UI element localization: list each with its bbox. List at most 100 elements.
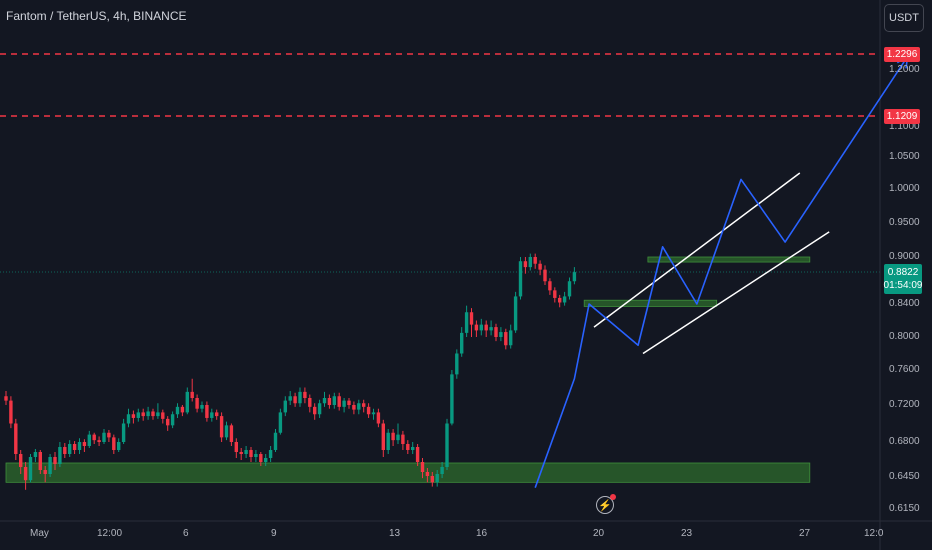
candles bbox=[4, 253, 577, 490]
time-tick: 27 bbox=[799, 528, 811, 539]
currency-button[interactable]: USDT bbox=[884, 4, 924, 32]
candle-body bbox=[562, 296, 567, 303]
candle-body bbox=[371, 412, 376, 415]
time-tick: 12:00 bbox=[97, 528, 123, 539]
channel-lines[interactable] bbox=[593, 172, 830, 355]
candle-body bbox=[58, 447, 62, 464]
time-tick: May bbox=[30, 528, 49, 539]
candle-body bbox=[406, 444, 410, 450]
time-tick: 20 bbox=[593, 528, 605, 539]
candle-body bbox=[553, 290, 557, 298]
candle-body bbox=[23, 467, 28, 481]
price-tick: 1.2000 bbox=[889, 64, 920, 75]
candle-body bbox=[107, 432, 111, 438]
candle-body bbox=[494, 327, 498, 337]
candle-body bbox=[401, 434, 405, 444]
candle-body bbox=[543, 269, 547, 282]
candle-body bbox=[166, 418, 170, 426]
candle-body bbox=[121, 423, 126, 442]
candle-body bbox=[4, 396, 8, 401]
candle-body bbox=[224, 425, 229, 438]
candle-body bbox=[464, 312, 469, 333]
time-tick: 9 bbox=[271, 528, 277, 539]
candle-body bbox=[278, 412, 283, 433]
price-tick: 0.6450 bbox=[889, 471, 920, 482]
candle-body bbox=[460, 332, 464, 354]
channel-line-1 bbox=[593, 172, 801, 328]
support-zones[interactable] bbox=[5, 256, 811, 483]
candle-body bbox=[205, 405, 209, 418]
price-tick: 1.1000 bbox=[889, 121, 920, 132]
candle-body bbox=[411, 447, 415, 450]
symbol-title: Fantom / TetherUS, 4h, BINANCE bbox=[6, 9, 187, 23]
bar-countdown: 01:54:09 bbox=[883, 280, 923, 291]
candle-body bbox=[484, 324, 488, 331]
candle-body bbox=[210, 412, 214, 418]
notification-dot bbox=[610, 494, 616, 500]
candle-body bbox=[415, 447, 420, 462]
candle-body bbox=[528, 257, 532, 268]
candle-body bbox=[190, 391, 194, 398]
candle-body bbox=[215, 412, 219, 417]
candle-body bbox=[72, 444, 77, 450]
candle-body bbox=[63, 447, 67, 454]
candle-body bbox=[474, 324, 479, 331]
candle-body bbox=[38, 452, 42, 470]
candle-body bbox=[87, 434, 91, 446]
candle-body bbox=[264, 458, 268, 462]
candle-body bbox=[308, 398, 312, 407]
candle-body bbox=[131, 414, 136, 418]
level-tag-1: 1.2296 bbox=[884, 47, 920, 62]
candle-body bbox=[396, 434, 400, 441]
candle-body bbox=[518, 261, 523, 297]
candle-body bbox=[322, 398, 327, 404]
zone-1 bbox=[5, 462, 811, 483]
candle-body bbox=[450, 374, 454, 424]
candle-body bbox=[195, 398, 199, 409]
candle-body bbox=[92, 434, 96, 441]
candle-body bbox=[513, 296, 518, 331]
candle-body bbox=[337, 396, 341, 407]
candle-body bbox=[558, 297, 562, 303]
event-icon[interactable]: ⚡ bbox=[596, 494, 616, 514]
candle-body bbox=[317, 403, 322, 415]
candle-body bbox=[381, 423, 385, 450]
candle-body bbox=[469, 312, 474, 325]
candle-body bbox=[273, 432, 278, 450]
candle-body bbox=[219, 416, 224, 438]
candle-body bbox=[97, 440, 101, 442]
candle-body bbox=[77, 442, 82, 450]
channel-line-2 bbox=[642, 231, 830, 355]
current-price-tag: 0.8822 01:54:09 bbox=[884, 264, 922, 294]
candle-body bbox=[288, 396, 292, 401]
candle-body bbox=[499, 332, 503, 337]
candle-body bbox=[68, 444, 72, 454]
candle-body bbox=[391, 432, 395, 441]
time-tick: 6 bbox=[183, 528, 189, 539]
candle-body bbox=[151, 411, 155, 417]
candle-body bbox=[572, 272, 577, 282]
candle-body bbox=[259, 454, 263, 462]
candle-body bbox=[112, 437, 116, 450]
candle-body bbox=[445, 423, 449, 467]
candle-body bbox=[347, 400, 351, 405]
candle-body bbox=[161, 412, 165, 419]
candle-body bbox=[509, 330, 513, 346]
candle-body bbox=[19, 454, 23, 467]
candle-body bbox=[332, 396, 336, 405]
candle-body bbox=[293, 396, 297, 404]
candle-body bbox=[362, 403, 366, 407]
candle-body bbox=[9, 400, 13, 424]
candle-body bbox=[440, 467, 444, 474]
candle-body bbox=[425, 472, 430, 476]
candle-body bbox=[28, 457, 33, 481]
horizontal-levels[interactable] bbox=[0, 53, 880, 117]
candle-body bbox=[82, 442, 87, 446]
candle-body bbox=[479, 324, 483, 331]
price-tick: 0.6150 bbox=[889, 503, 920, 514]
candle-body bbox=[200, 405, 204, 409]
price-tick: 1.0000 bbox=[889, 183, 920, 194]
candle-body bbox=[548, 281, 552, 291]
candle-body bbox=[455, 353, 459, 375]
